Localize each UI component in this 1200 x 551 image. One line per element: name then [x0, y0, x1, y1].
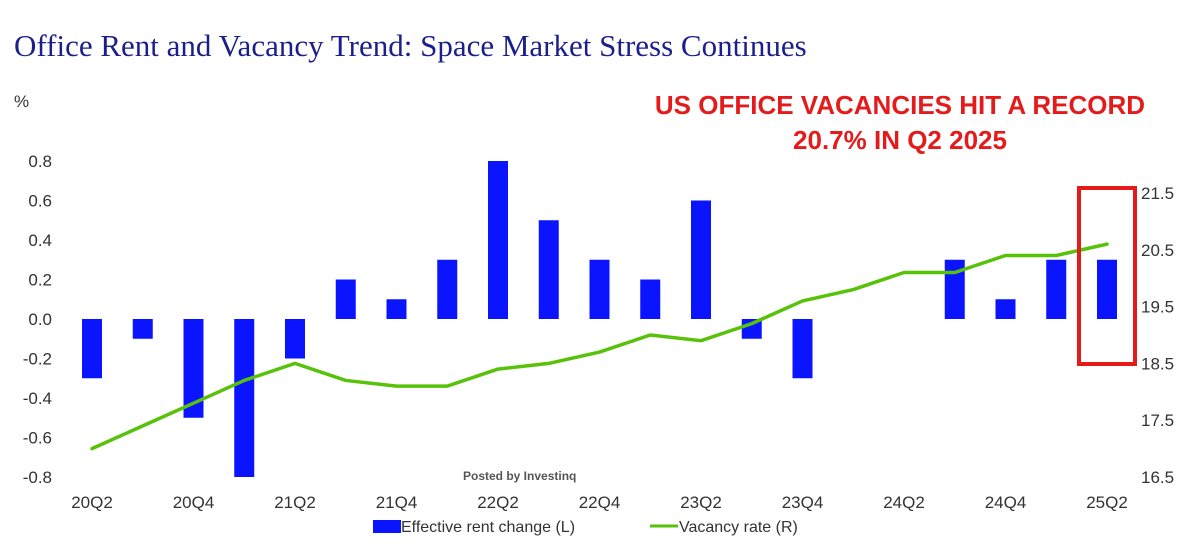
x-axis-tick-label: 24Q4 — [985, 493, 1027, 512]
x-axis-tick-label: 20Q4 — [173, 493, 215, 512]
left-axis-tick-label: 0.4 — [28, 231, 52, 250]
right-axis-tick-label: 17.5 — [1141, 411, 1174, 430]
x-axis-tick-label: 24Q2 — [883, 493, 925, 512]
left-axis-tick-label: -0.6 — [23, 429, 52, 448]
callout-line-2: 20.7% IN Q2 2025 — [793, 125, 1007, 155]
rent-change-bar — [1046, 259, 1067, 319]
rent-change-bar — [944, 259, 965, 319]
left-axis-unit-label: % — [14, 92, 29, 111]
rent-change-bar — [335, 279, 356, 319]
x-axis-tick-label: 25Q2 — [1086, 493, 1128, 512]
legend-swatch-rent — [373, 520, 401, 533]
rent-change-bar — [386, 299, 407, 319]
record-highlight-box — [1077, 186, 1137, 366]
watermark-text: Posted by Investinq — [463, 469, 577, 483]
rent-change-bar — [691, 200, 711, 319]
left-axis-tick-label: 0.8 — [28, 152, 52, 171]
left-axis-tick-label: 0.0 — [28, 310, 52, 329]
x-axis-tick-label: 22Q2 — [477, 493, 519, 512]
rent-change-bar — [285, 319, 305, 359]
rent-change-bar — [437, 259, 458, 319]
x-axis-tick-label: 20Q2 — [71, 493, 113, 512]
legend-label-vacancy: Vacancy rate (R) — [679, 519, 798, 536]
chart-title: Office Rent and Vacancy Trend: Space Mar… — [14, 28, 807, 63]
x-axis-tick-label: 23Q4 — [782, 493, 824, 512]
right-axis-tick-label: 18.5 — [1141, 354, 1174, 373]
rent-change-bar — [640, 279, 661, 319]
rent-change-bar — [995, 299, 1016, 319]
right-axis-tick-label: 21.5 — [1141, 184, 1174, 203]
record-vacancy-callout: US OFFICE VACANCIES HIT A RECORD 20.7% I… — [600, 88, 1200, 158]
right-axis-tick-label: 16.5 — [1141, 468, 1174, 487]
rent-change-bar — [488, 161, 508, 319]
right-axis-tick-label: 19.5 — [1141, 298, 1174, 317]
rent-change-bar — [589, 259, 610, 319]
left-axis-tick-label: -0.8 — [23, 468, 52, 487]
callout-line-1: US OFFICE VACANCIES HIT A RECORD — [654, 90, 1146, 120]
rent-change-bar — [1097, 259, 1117, 319]
x-axis-tick-label: 23Q2 — [680, 493, 722, 512]
left-axis-tick-label: 0.6 — [28, 192, 52, 211]
rent-change-bar — [132, 319, 153, 339]
rent-change-bar — [82, 319, 102, 379]
x-axis-tick-label: 21Q2 — [274, 493, 316, 512]
left-axis-tick-label: 0.2 — [28, 271, 52, 290]
rent-change-bar — [183, 319, 204, 418]
left-axis-tick-label: -0.4 — [23, 389, 52, 408]
left-axis-tick-label: -0.2 — [23, 350, 52, 369]
x-axis-tick-label: 21Q4 — [376, 493, 418, 512]
right-axis-tick-label: 20.5 — [1141, 241, 1174, 260]
rent-change-bar — [792, 319, 813, 379]
x-axis-tick-label: 22Q4 — [579, 493, 621, 512]
legend-label-rent: Effective rent change (L) — [401, 519, 575, 536]
rent-change-bar — [234, 319, 255, 477]
vacancy-rate-line — [90, 242, 1109, 451]
rent-change-bar — [538, 220, 559, 319]
